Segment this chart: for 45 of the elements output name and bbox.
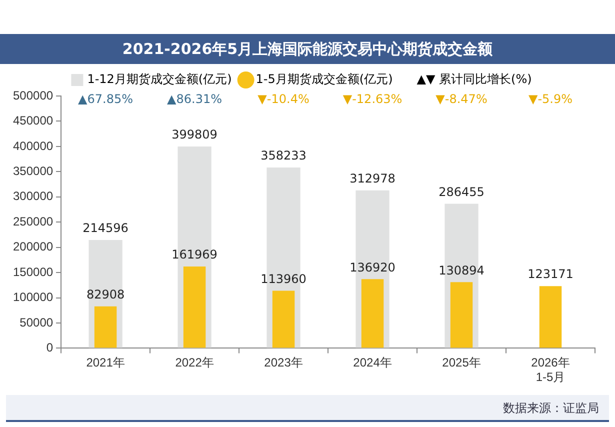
annotation: ▼-10.4% — [258, 92, 310, 106]
y-tick-label: 450000 — [12, 114, 54, 128]
annotation: ▼-12.63% — [342, 92, 402, 106]
x-tick-label: 2026年 1-5月 — [531, 356, 570, 384]
text: ▲▼ 累计同比增长(%) — [416, 72, 532, 86]
bar — [94, 306, 117, 348]
legend-label: 1-12月期货成交金额(亿元) — [87, 72, 232, 86]
data-label: 161969 — [172, 248, 218, 262]
y-tick-label: 300000 — [12, 189, 54, 204]
data-label: 358233 — [260, 148, 306, 163]
data-label: 82908 — [86, 288, 125, 302]
data-label: 312978 — [350, 171, 396, 186]
x-tick-label: 2021年 — [86, 356, 125, 370]
data-label: 399809 — [172, 128, 218, 142]
y-tick-label: 50000 — [20, 315, 54, 330]
bar — [183, 266, 206, 348]
data-label: 130894 — [438, 263, 484, 278]
annotation: ▲67.85% — [78, 92, 134, 106]
data-label: 113960 — [260, 272, 306, 286]
y-tick-label: 400000 — [12, 138, 54, 153]
bar — [539, 286, 562, 348]
data-label: 286455 — [438, 184, 484, 199]
chart-title: 2021-2026年5月上海国际能源交易中心期货成交金额 — [0, 34, 615, 64]
annotation: ▼-5.9% — [528, 92, 573, 106]
y-tick-label: 350000 — [12, 164, 54, 178]
annotation: ▼-8.47% — [436, 92, 488, 106]
annotation: ▲86.31% — [167, 92, 222, 106]
source-note: 数据来源：证监局 — [6, 395, 609, 422]
y-tick-label: 500000 — [12, 88, 54, 102]
x-tick-label: 2022年 — [175, 356, 214, 370]
legend-label: 1-5月期货成交金额(亿元) — [256, 72, 393, 86]
y-tick-label: 0 — [46, 340, 54, 355]
y-tick-label: 200000 — [12, 240, 54, 254]
x-tick-label: 2025年 — [442, 356, 481, 370]
bar — [450, 282, 473, 348]
x-tick-label: 2024年 — [353, 356, 392, 370]
y-tick-label: 150000 — [12, 264, 54, 279]
y-tick-label: 100000 — [12, 290, 54, 304]
x-tick-label: 2023年 — [264, 356, 303, 370]
bar — [272, 290, 295, 348]
data-label: 214596 — [82, 221, 128, 236]
data-label: 123171 — [528, 267, 574, 282]
bar — [361, 279, 384, 348]
data-label: 136920 — [350, 260, 396, 274]
y-tick-label: 250000 — [12, 214, 54, 228]
